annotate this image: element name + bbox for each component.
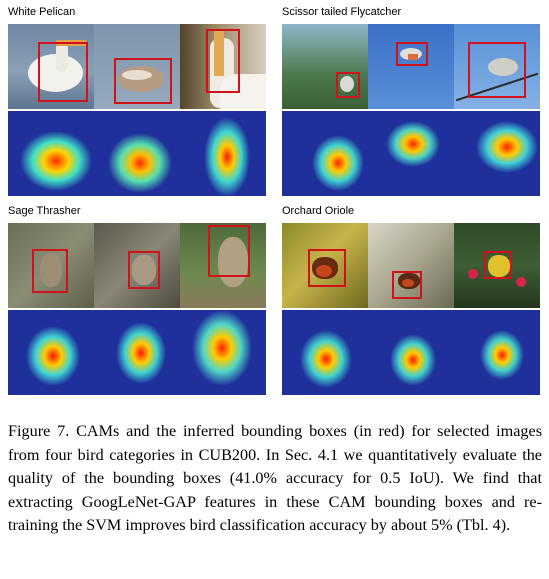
bird-photo — [94, 223, 180, 308]
cam-heatmap — [8, 310, 94, 395]
bounding-box — [38, 42, 88, 102]
bird-photo — [8, 223, 94, 308]
bounding-box — [128, 251, 160, 289]
panel-title: White Pelican — [8, 6, 76, 18]
bounding-box — [484, 251, 512, 279]
bounding-box — [32, 249, 68, 293]
cam-heatmap — [368, 310, 454, 395]
cam-heatmap — [368, 111, 454, 196]
cam-heatmap — [94, 111, 180, 196]
cam-heatmap — [94, 310, 180, 395]
panel-title: Orchard Oriole — [282, 205, 355, 217]
bird-photo — [8, 24, 94, 109]
panel-scissor-tailed-flycatcher: Scissor tailed Flycatcher — [282, 6, 540, 198]
bounding-box — [114, 58, 172, 104]
bounding-box — [208, 225, 250, 277]
cam-heatmap — [180, 111, 266, 196]
cam-heatmap — [282, 310, 368, 395]
bounding-box — [396, 42, 428, 66]
cam-heatmap — [454, 111, 540, 196]
bounding-box — [392, 271, 422, 299]
bounding-box — [206, 29, 240, 93]
panel-sage-thrasher: Sage Thrasher — [8, 205, 266, 397]
bird-photo — [282, 223, 368, 308]
panel-title: Sage Thrasher — [8, 205, 81, 217]
cam-heatmap — [180, 310, 266, 395]
bird-photo — [368, 24, 454, 109]
bird-photo — [180, 223, 266, 308]
panel-orchard-oriole: Orchard Oriole — [282, 205, 540, 397]
bird-photo — [180, 24, 266, 109]
bounding-box — [468, 42, 526, 98]
panel-white-pelican: White Pelican — [8, 6, 266, 198]
bird-photo — [454, 24, 540, 109]
bird-photo — [94, 24, 180, 109]
bounding-box — [308, 249, 346, 287]
cam-heatmap — [282, 111, 368, 196]
cam-heatmap — [454, 310, 540, 395]
figure-caption: Figure 7. CAMs and the inferred bounding… — [8, 422, 542, 535]
bird-photo — [454, 223, 540, 308]
cam-heatmap — [8, 111, 94, 196]
panel-title: Scissor tailed Flycatcher — [282, 6, 402, 18]
bird-photo — [368, 223, 454, 308]
bird-photo — [282, 24, 368, 109]
bounding-box — [336, 72, 360, 98]
